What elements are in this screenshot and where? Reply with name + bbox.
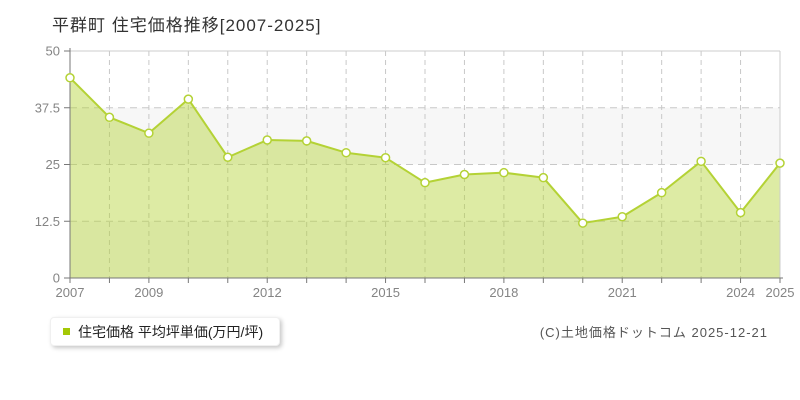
gridlines <box>70 51 781 278</box>
data-point[interactable] <box>696 156 706 167</box>
page-title: 平群町 住宅価格推移[2007-2025] <box>52 16 322 35</box>
y-tick-label: 50 <box>46 44 60 59</box>
y-tick-label: 37.5 <box>35 100 60 115</box>
x-tick-label: 2025 <box>766 285 795 300</box>
axis-labels: 0 12.5 25 37.5 50 2007 2009 2012 2015 2018 2021 202… <box>35 44 795 301</box>
legend-marker-square <box>63 328 70 335</box>
price-trend-chart: 0 12.5 25 37.5 50 2007 2009 2012 2015 2018 2021 202… <box>35 44 795 301</box>
x-tick-label: 2007 <box>56 285 85 300</box>
data-point[interactable] <box>420 177 430 188</box>
x-tick-label: 2012 <box>253 285 282 300</box>
data-point[interactable] <box>578 218 588 228</box>
x-tick-label: 2024 <box>726 285 755 300</box>
data-point[interactable] <box>183 94 194 104</box>
y-tick-label: 12.5 <box>35 214 60 229</box>
data-point[interactable] <box>104 112 115 123</box>
data-point[interactable] <box>223 152 233 162</box>
legend: 住宅価格 平均坪単価(万円/坪) <box>50 317 281 346</box>
copyright-text: (C)土地価格ドットコム 2025-12-21 <box>539 325 768 340</box>
data-point[interactable] <box>144 128 154 138</box>
data-point[interactable] <box>735 207 746 218</box>
axes <box>64 48 783 283</box>
x-tick-label: 2021 <box>608 285 637 300</box>
x-tick-label: 2015 <box>371 285 400 300</box>
data-point[interactable] <box>380 152 391 163</box>
data-point[interactable] <box>301 136 312 146</box>
data-point[interactable] <box>617 211 627 222</box>
data-points-layer <box>65 73 785 228</box>
data-point[interactable] <box>538 172 549 183</box>
data-point[interactable] <box>65 73 75 83</box>
x-tick-label: 2018 <box>489 285 518 300</box>
data-point[interactable] <box>341 147 351 158</box>
y-tick-label: 0 <box>53 271 60 286</box>
data-point[interactable] <box>459 169 470 180</box>
data-point[interactable] <box>262 135 272 145</box>
data-point[interactable] <box>499 167 509 178</box>
area-fill <box>70 77 780 278</box>
data-point[interactable] <box>775 158 785 168</box>
y-tick-label: 25 <box>46 157 60 172</box>
data-point[interactable] <box>656 187 667 198</box>
legend-label: 住宅価格 平均坪単価(万円/坪) <box>78 323 264 340</box>
x-tick-label: 2009 <box>134 285 163 300</box>
